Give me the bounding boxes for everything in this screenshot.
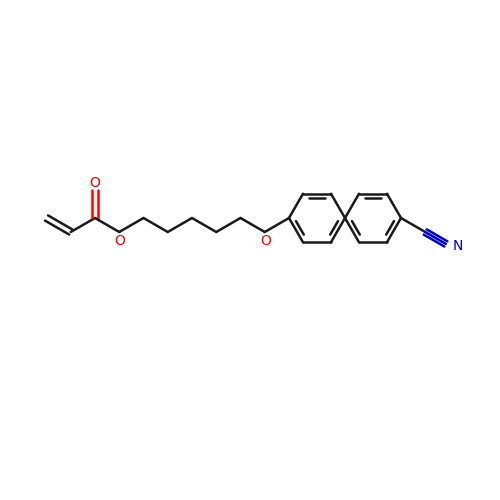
Text: O: O xyxy=(114,234,124,248)
Text: N: N xyxy=(452,239,463,253)
Text: O: O xyxy=(260,234,271,248)
Text: O: O xyxy=(90,176,101,190)
